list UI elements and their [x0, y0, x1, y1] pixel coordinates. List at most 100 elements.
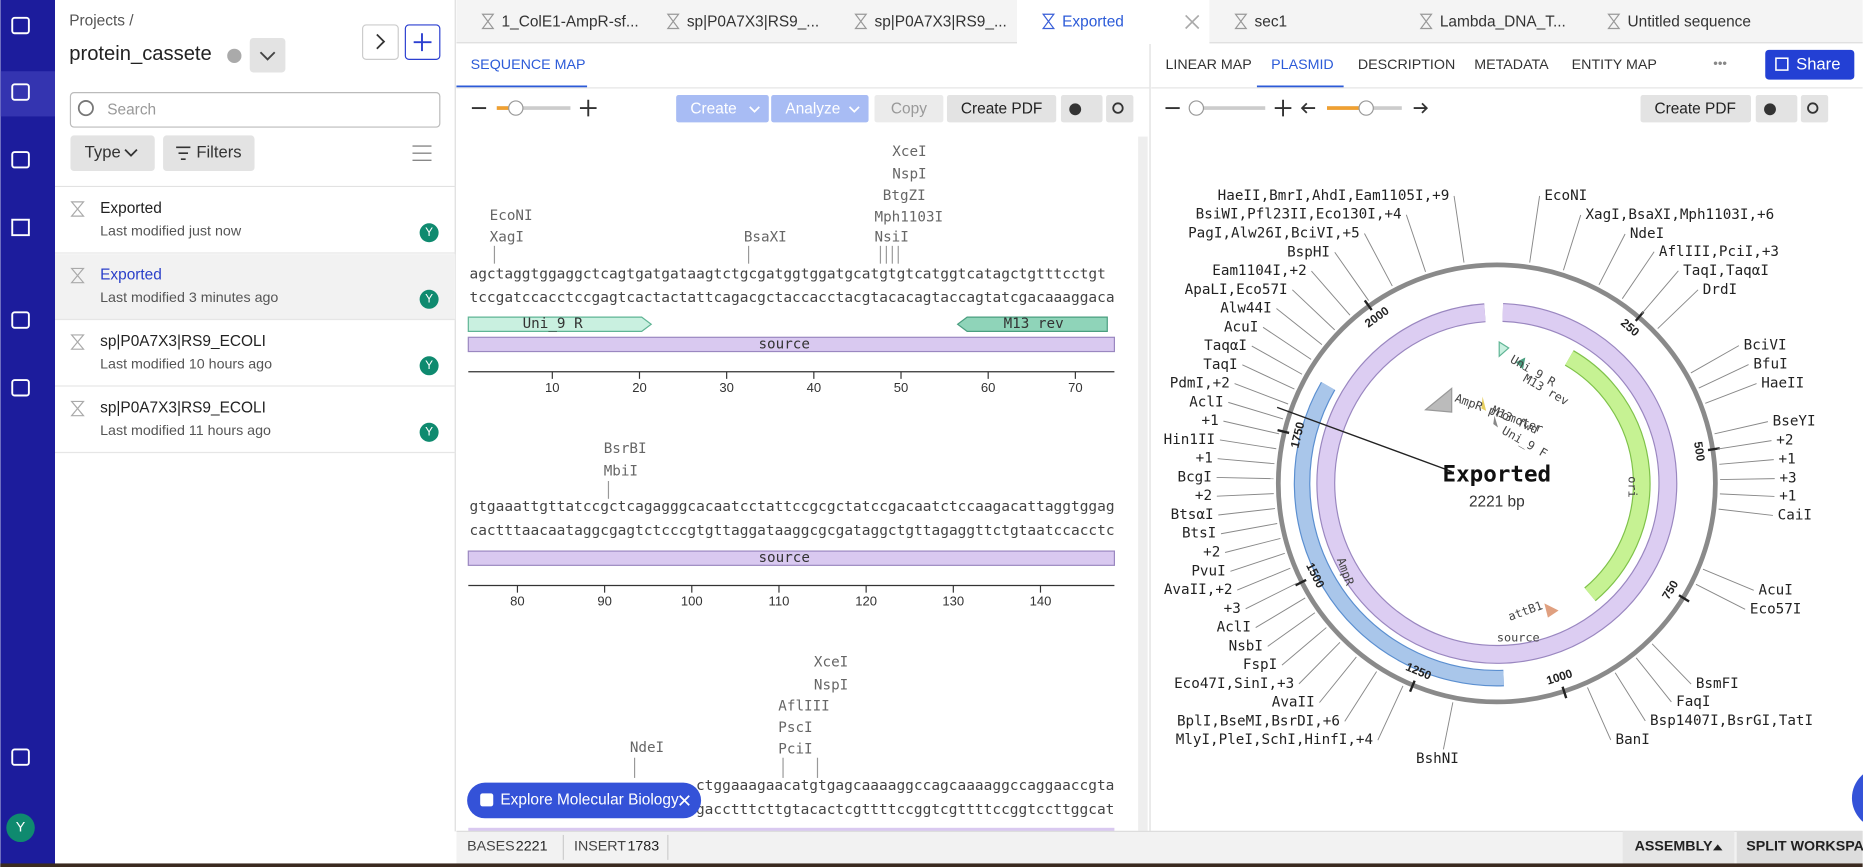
enzyme-label[interactable]: Eco47I,SinI,+3 — [1174, 676, 1294, 692]
enzyme-label[interactable]: PagI,Alw26I,BciVI,+5 — [1188, 225, 1360, 241]
enzyme-label[interactable]: Eco57I — [1750, 601, 1801, 617]
enzyme-label[interactable]: PvuI — [1191, 563, 1225, 579]
enzyme-label[interactable]: BsrBI — [604, 441, 647, 457]
dropdown[interactable] — [249, 38, 286, 73]
enzyme-label[interactable]: MbiI — [604, 464, 638, 480]
enzyme-label[interactable]: NdeI — [1630, 226, 1664, 242]
search-btn[interactable] — [1800, 95, 1829, 123]
toolbar-btn[interactable] — [946, 95, 1057, 123]
avatar[interactable] — [6, 813, 35, 843]
more-btn[interactable]: ••• — [1713, 56, 1727, 71]
panel-tab[interactable]: ENTITY MAP — [1572, 57, 1657, 73]
feature-source[interactable] — [467, 550, 1115, 566]
button-label[interactable]: Copy — [891, 100, 927, 117]
enzyme-label[interactable]: DrdI — [1703, 282, 1737, 298]
enzyme-label[interactable]: AcuI — [1759, 582, 1793, 598]
toast-label[interactable]: Explore Molecular Biology — [500, 792, 679, 809]
enzyme-label[interactable]: ApaLI,Eco57I — [1185, 282, 1288, 298]
enzyme-label[interactable]: TaqαI — [1204, 338, 1247, 354]
share-label[interactable]: Share — [1796, 55, 1840, 74]
feature-m13fwd[interactable] — [1481, 396, 1487, 411]
button-label[interactable]: Analyze — [785, 100, 840, 117]
enzyme-label[interactable]: BtgZI — [883, 188, 926, 204]
enzyme-label[interactable]: PscI — [778, 720, 812, 736]
enzyme-label[interactable]: Bsp1407I,BsrGI,TatI — [1650, 713, 1813, 729]
enzyme-label[interactable]: FspI — [1243, 657, 1277, 673]
enzyme-label[interactable]: NsiI — [874, 230, 908, 246]
filters-btn[interactable] — [163, 135, 255, 172]
enzyme-label[interactable]: +1 — [1778, 452, 1795, 468]
enzyme-label[interactable]: +3 — [1779, 471, 1796, 487]
nav-icon[interactable] — [11, 151, 30, 169]
enzyme-label[interactable]: AclI — [1189, 394, 1223, 410]
enzyme-label[interactable]: Alw44I — [1220, 301, 1271, 317]
settings-icon[interactable] — [227, 48, 242, 63]
tab-label[interactable]: 1_ColE1-AmpR-sf... — [502, 14, 639, 31]
panel-tab[interactable]: SEQUENCE MAP — [471, 57, 586, 73]
enzyme-label[interactable]: CaiI — [1778, 507, 1812, 523]
file-name[interactable]: sp|P0A7X3|RS9_ECOLI — [100, 333, 266, 350]
button-label[interactable]: Create — [690, 100, 736, 117]
enzyme-label[interactable]: AvaII,+2 — [1164, 582, 1233, 598]
enzyme-label[interactable]: +1 — [1201, 413, 1218, 429]
tab-label[interactable]: Untitled sequence — [1627, 14, 1750, 31]
enzyme-label[interactable]: PdmI,+2 — [1170, 376, 1230, 392]
feature-uni9r[interactable] — [1498, 340, 1510, 358]
enzyme-label[interactable]: TaqI — [1203, 357, 1237, 373]
enzyme-label[interactable]: AclI — [1217, 620, 1251, 636]
toast[interactable] — [467, 782, 702, 819]
tab-label[interactable]: Lambda_DNA_T... — [1440, 14, 1566, 31]
enzyme-label[interactable]: NdeI — [630, 740, 664, 756]
search-btn[interactable] — [1106, 95, 1134, 123]
nav-icon[interactable] — [11, 311, 30, 329]
rotate-left[interactable] — [1300, 102, 1316, 114]
toast-close[interactable] — [679, 795, 690, 806]
nav-icon[interactable] — [11, 16, 30, 35]
feature-uni9f[interactable] — [1493, 415, 1499, 428]
zoom-in[interactable] — [1274, 99, 1292, 117]
panel-tab[interactable]: LINEAR MAP — [1165, 57, 1251, 73]
enzyme-label[interactable]: HaeII,BmrI,AhdI,Eam1105I,+9 — [1218, 188, 1450, 204]
zoom-in[interactable] — [579, 99, 597, 117]
tab-label[interactable]: Exported — [1062, 14, 1124, 31]
enzyme-label[interactable]: PciI — [778, 741, 812, 757]
zoom-thumb[interactable] — [1188, 100, 1205, 116]
enzyme-label[interactable]: NspI — [892, 167, 926, 183]
toolbar-btn[interactable] — [771, 95, 869, 123]
enzyme-label[interactable]: BfuI — [1753, 357, 1787, 373]
enzyme-label[interactable]: Mph1103I — [874, 209, 943, 225]
toolbar-btn[interactable] — [874, 95, 944, 123]
enzyme-label[interactable]: TaqI,TaqαI — [1683, 263, 1769, 279]
nav-icon[interactable] — [11, 379, 30, 397]
enzyme-label[interactable]: XagI — [490, 230, 524, 246]
panel-tab[interactable]: PLASMID — [1271, 57, 1334, 73]
enzyme-label[interactable]: BsaXI — [744, 230, 787, 246]
type-btn[interactable] — [70, 135, 155, 172]
enzyme-label[interactable]: Hin1II — [1164, 432, 1215, 448]
enzyme-label[interactable]: BanI — [1616, 732, 1650, 748]
panel-tab[interactable]: DESCRIPTION — [1358, 57, 1455, 73]
enzyme-label[interactable]: NspI — [814, 677, 848, 693]
button-label[interactable]: Create PDF — [1654, 100, 1735, 117]
enzyme-label[interactable]: AflIII,PciI,+3 — [1659, 244, 1779, 260]
enzyme-label[interactable]: BtsαI — [1171, 507, 1214, 523]
toolbar-btn[interactable] — [1640, 95, 1751, 123]
enzyme-label[interactable]: XceI — [892, 144, 926, 160]
nav-icon[interactable] — [11, 748, 30, 766]
enzyme-label[interactable]: FaqI — [1676, 694, 1710, 710]
feature-ampr-promoter[interactable] — [1424, 387, 1453, 413]
rotate-right[interactable] — [1413, 102, 1429, 114]
feature-m13rev[interactable] — [1515, 357, 1526, 370]
enzyme-label[interactable]: +2 — [1776, 433, 1793, 449]
enzyme-label[interactable]: XceI — [814, 655, 848, 671]
split-label[interactable]: SPLIT WORKSPA — [1746, 839, 1863, 855]
split-btn[interactable] — [1736, 831, 1863, 867]
enzyme-label[interactable]: +3 — [1224, 601, 1241, 617]
close-icon[interactable] — [1185, 14, 1200, 30]
feature-arrow[interactable] — [467, 316, 653, 332]
enzyme-label[interactable]: BciVI — [1744, 338, 1787, 354]
enzyme-label[interactable]: BtsI — [1182, 526, 1216, 542]
settings-btn[interactable] — [1755, 95, 1798, 123]
enzyme-label[interactable]: +1 — [1196, 451, 1213, 467]
enzyme-label[interactable]: BseYI — [1773, 414, 1816, 430]
